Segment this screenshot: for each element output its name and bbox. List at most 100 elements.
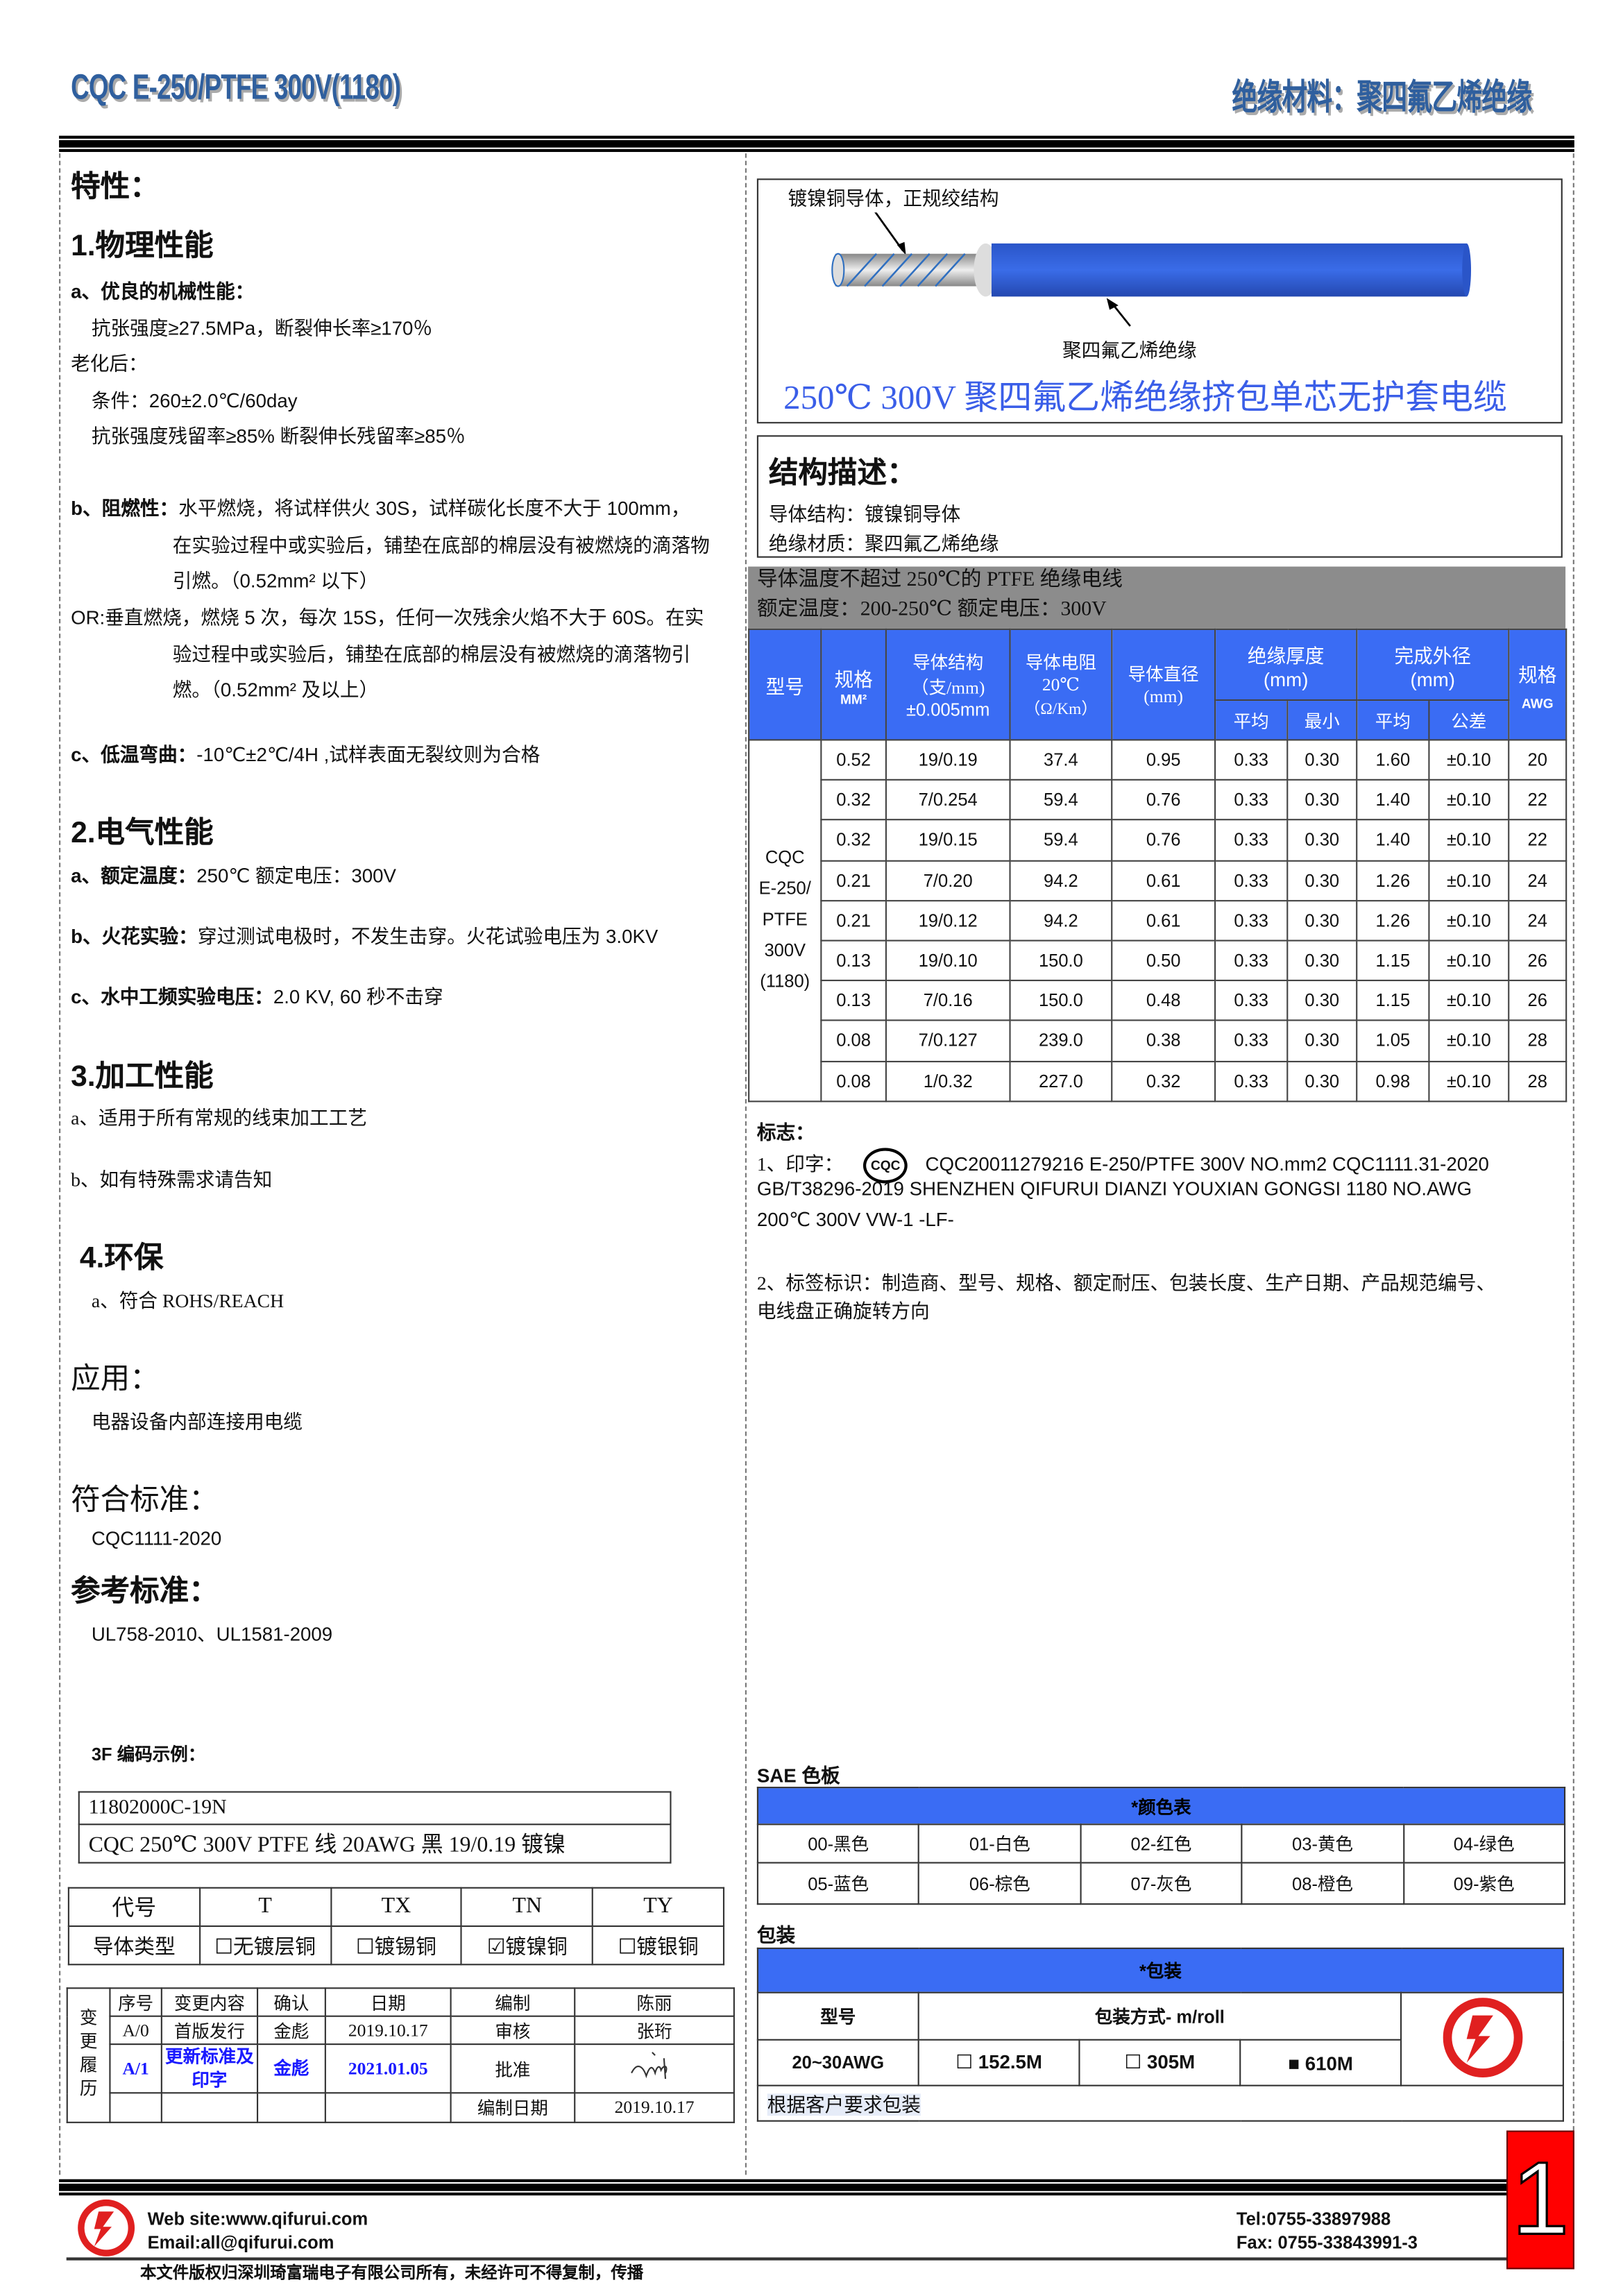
marking-title: 标志： xyxy=(756,1121,815,1143)
table-cell: 26 xyxy=(1508,980,1567,1022)
col-conductor: 导体结构 （支/mm) ±0.005mm xyxy=(885,628,1011,741)
packing-option: ☐ 152.5M xyxy=(917,2039,1080,2086)
packing-model: 20~30AWG xyxy=(756,2039,919,2086)
table-cell: 0.33 xyxy=(1214,859,1289,901)
table-cell: 19/0.19 xyxy=(885,739,1011,781)
table-cell: 22 xyxy=(1508,779,1567,822)
reference-text: UL758-2010、UL1581-2009 xyxy=(91,1623,333,1645)
checkbox-icon[interactable]: ☐ xyxy=(955,2050,978,2073)
table-row: CQC E-250/PTFE 300V (1180) 0.52 19/0.19 37.4 0.… xyxy=(748,739,1567,1102)
aging-retain: 抗张强度残留率≥85% 断裂伸长残留率≥85％ xyxy=(91,425,466,448)
packing-header: *包装 xyxy=(756,1947,1565,1993)
col-unit: (mm) xyxy=(1263,667,1309,690)
packing-title: 包装 xyxy=(756,1923,796,1946)
conductor-option: ☑镀镍铜 xyxy=(461,1925,594,1966)
table-cell: 0.61 xyxy=(1111,859,1216,901)
conductor-option: ☐镀银铜 xyxy=(592,1925,725,1966)
product-caption: 250℃ 300V 聚四氟乙烯绝缘挤包单芯无护套电缆 xyxy=(783,379,1507,416)
marking-line: 200℃ 300V VW-1 -LF- xyxy=(756,1208,954,1231)
code-value: 11802000C-19N xyxy=(78,1791,672,1826)
checkbox-icon[interactable]: ☐ xyxy=(618,1936,637,1959)
water-test-label: c、水中工频实验电压： xyxy=(71,985,273,1008)
table-cell: 22 xyxy=(1508,819,1567,861)
table-cell: 0.30 xyxy=(1286,1019,1358,1062)
application-text: 电器设备内部连接用电缆 xyxy=(91,1410,303,1433)
conductor-label: 镀镍铜导体，正规绞结构 xyxy=(788,187,999,210)
divider xyxy=(59,2192,1507,2196)
insulation-label: 聚四氟乙烯绝缘 xyxy=(1062,339,1197,362)
table-cell: 0.33 xyxy=(1214,1060,1289,1102)
revision-header: 变更内容 xyxy=(160,1987,259,2017)
divider xyxy=(59,2179,1507,2182)
label-info: 电线盘正确旋转方向 xyxy=(756,1300,930,1323)
table-cell: 0.32 xyxy=(820,779,887,822)
revision-cell: 2021.01.05 xyxy=(324,2043,452,2094)
conductor-option: ☐无镀层铜 xyxy=(198,1925,332,1966)
spec-table: 型号 规格 MM² 导体结构 （支/mm) ±0.005mm 导体电阻 20℃ （Ω/Km… xyxy=(748,628,1567,1102)
flame-or-text: OR:垂直燃烧，燃烧 5 次，每次 15S，任何一次残余火焰不大于 60S。在实 xyxy=(71,606,704,629)
doc-title: CQC E-250/PTFE 300V(1180) xyxy=(71,67,401,108)
footer-tel: Tel:0755-33897988 xyxy=(1236,2209,1391,2229)
table-row: 0.21 7/0.20 94.2 0.61 0.33 0.30 1.26 ±0.10 24 xyxy=(749,859,1567,901)
table-cell: 28 xyxy=(1508,1060,1567,1102)
divider xyxy=(59,135,1574,139)
col-od-avg: 平均 xyxy=(1356,699,1430,741)
col-label: 完成外径 xyxy=(1394,644,1472,667)
features-title: 特性： xyxy=(71,171,160,204)
footer-website[interactable]: Web site:www.qifurui.com xyxy=(147,2209,368,2229)
revision-cell: 更新标准及印字 xyxy=(160,2043,259,2094)
footer-email[interactable]: Email:all@qifurui.com xyxy=(147,2232,334,2254)
checkbox-icon[interactable]: ☐ xyxy=(355,1936,375,1959)
packing-note: 根据客户要求包装 xyxy=(767,2093,921,2116)
band-line: 导体温度不超过 250℃的 PTFE 绝缘电线 xyxy=(756,569,1123,592)
revision-cell: 首版发行 xyxy=(160,2015,259,2046)
checkbox-icon[interactable]: ☐ xyxy=(1124,2050,1148,2073)
col-od: 完成外径 (mm) xyxy=(1356,628,1510,701)
color-code: 06-棕色 xyxy=(918,1862,1082,1905)
cqc-logo: CQC xyxy=(863,1148,908,1184)
table-cell: 19/0.15 xyxy=(885,819,1011,861)
table-cell: 19/0.12 xyxy=(885,899,1011,942)
col-insulation: 绝缘厚度 (mm) xyxy=(1214,628,1358,701)
option-label: 镀银铜 xyxy=(636,1936,699,1959)
model-line: 300V xyxy=(764,940,806,962)
revision-table: 变更履历 序号 变更内容 确认 日期 编制 陈丽 A/0 首版发行 金彪 2019.10.17 审核… xyxy=(66,1987,735,2123)
col-unit: （Ω/Km） xyxy=(1023,701,1098,719)
color-code: 02-红色 xyxy=(1080,1823,1243,1864)
table-row: 0.21 19/0.12 94.2 0.61 0.33 0.30 1.26 ±0.10 24 xyxy=(749,899,1567,942)
col-unit: 20℃ xyxy=(1042,674,1080,695)
model-line: PTFE xyxy=(762,909,808,930)
water-test-text: 2.0 KV, 60 秒不击穿 xyxy=(273,985,443,1008)
table-cell: ±0.10 xyxy=(1428,739,1510,781)
spark-label: b、火花实验： xyxy=(71,925,198,948)
env-title: 4.环保 xyxy=(79,1242,164,1275)
revision-cell: 张珩 xyxy=(574,2015,735,2046)
checkbox-icon[interactable]: ☐ xyxy=(214,1936,233,1959)
col-diameter: 导体直径 (mm) xyxy=(1111,628,1216,741)
table-cell: 0.30 xyxy=(1286,819,1358,861)
checkbox-checked-icon[interactable]: ☑ xyxy=(486,1936,506,1959)
flame-label: b、阻燃性： xyxy=(71,497,179,520)
table-cell: ±0.10 xyxy=(1428,899,1510,942)
flame-or-text: 燃。（0.52mm² 及以上） xyxy=(172,679,379,701)
revision-header: 日期 xyxy=(324,1987,452,2017)
table-cell: 59.4 xyxy=(1009,819,1113,861)
table-cell: 0.30 xyxy=(1286,899,1358,942)
spark-text: 穿过测试电极时，不发生击穿。火花试验电压为 3.0KV xyxy=(197,925,658,948)
flame-or-text: 验过程中或实验后，铺垫在底部的棉层没有被燃烧的滴落物引 xyxy=(172,643,691,666)
revision-header: 确认 xyxy=(256,1987,326,2017)
table-cell: 1.40 xyxy=(1356,819,1430,861)
conductor-code: T xyxy=(198,1887,332,1928)
table-cell: 7/0.127 xyxy=(885,1019,1011,1062)
revision-cell: 批准 xyxy=(450,2043,576,2094)
color-table: *颜色表 00-黑色 01-白色 02-红色 03-黄色 04-绿色 05-蓝色 06-棕色… xyxy=(756,1787,1566,1905)
model-line: E-250/ xyxy=(758,878,811,899)
material-title: 绝缘材料：聚四氟乙烯绝缘 xyxy=(1232,78,1533,119)
col-awg: 规格 AWG xyxy=(1508,628,1567,741)
packing-table: *包装 型号 包装方式- m/roll 20~30AWG ☐ 152.5M ☐ 305… xyxy=(756,1947,1565,2122)
table-cell: 0.33 xyxy=(1214,899,1289,942)
table-cell: 26 xyxy=(1508,939,1567,982)
checkbox-checked-icon[interactable]: ■ xyxy=(1288,2051,1305,2074)
column-border xyxy=(1572,153,1574,2131)
option-label: 无镀层铜 xyxy=(232,1936,316,1959)
